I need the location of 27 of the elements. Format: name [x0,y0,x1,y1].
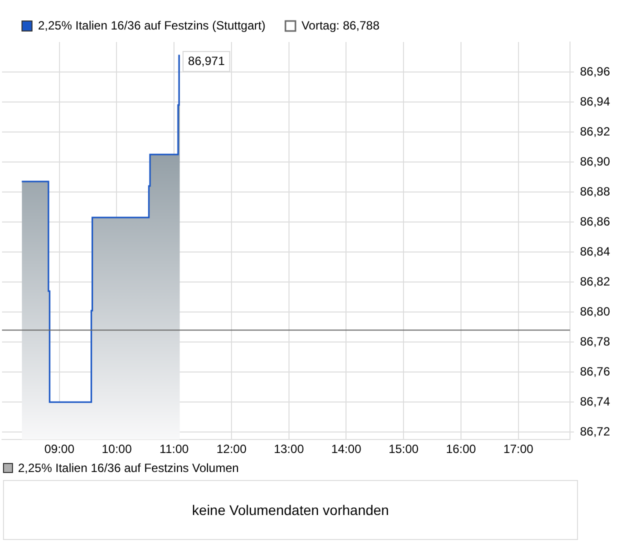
y-tick-label: 86,72 [580,424,610,438]
y-tick-label: 86,92 [580,124,610,138]
legend-label: Vortag: 86,788 [301,18,380,32]
y-tick-label: 86,96 [580,64,610,78]
y-tick-label: 86,86 [580,214,610,228]
x-tick-label: 13:00 [274,442,304,456]
x-tick-label: 10:00 [102,442,132,456]
annotation: 86,971 [188,54,226,68]
x-tick-label: 14:00 [331,442,362,456]
y-tick-label: 86,82 [580,274,610,288]
x-tick-label: 11:00 [160,442,190,456]
y-tick-label: 86,90 [580,154,610,168]
y-tick-label: 86,74 [580,394,610,408]
x-tick-label: 15:00 [388,442,419,456]
y-tick-label: 86,80 [580,304,610,318]
y-tick-label: 86,84 [580,244,610,258]
x-tick-label: 12:00 [216,442,247,456]
y-tick-label: 86,78 [580,334,610,348]
y-tick-label: 86,94 [580,94,610,108]
text: keine Volumendaten vorhanden [192,502,389,518]
legend-label: 2,25% Italien 16/36 auf Festzins (Stuttgart) [38,18,266,32]
x-tick-label: 17:00 [503,442,534,456]
y-tick-label: 86,76 [580,364,610,378]
text: 2,25% Italien 16/36 auf Festzins Volumen [18,461,239,475]
x-tick-label: 16:00 [446,442,476,456]
y-tick-label: 86,88 [580,184,610,198]
x-tick-label: 09:00 [44,442,75,456]
